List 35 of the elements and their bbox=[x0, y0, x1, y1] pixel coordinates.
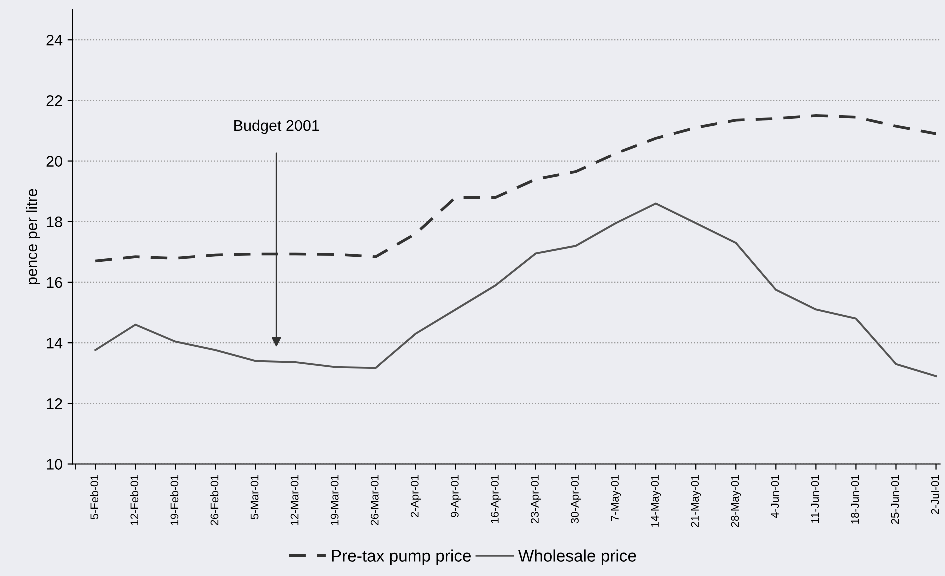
line-series bbox=[94, 202, 938, 378]
y-tick-label: 18 bbox=[47, 216, 62, 228]
y-tick-label: 12 bbox=[47, 398, 62, 410]
x-tick-label: 18-Jun-01 bbox=[851, 475, 860, 524]
legend-label: Pre-tax pump price bbox=[332, 550, 472, 566]
y-tick-label: 20 bbox=[46, 156, 62, 167]
legend-label: Wholesale price bbox=[518, 550, 636, 566]
x-tick-label: 12-Mar-01 bbox=[290, 475, 299, 526]
x-tick-label: 30-Apr-01 bbox=[571, 475, 582, 524]
x-tick-label: 14-May-01 bbox=[651, 475, 662, 527]
x-tick-label: 7-May-01 bbox=[611, 475, 622, 522]
x-tick-label: 11-Jun-01 bbox=[811, 475, 820, 524]
x-tick-label: 16-Apr-01 bbox=[491, 475, 502, 524]
annotation: Budget 2001 bbox=[234, 120, 320, 134]
x-tick-label: 19-Mar-01 bbox=[330, 475, 339, 526]
y-tick-label: 14 bbox=[47, 338, 63, 349]
x-tick-label: 26-Feb-01 bbox=[210, 475, 219, 526]
x-tick-label: 21-May-01 bbox=[691, 475, 702, 528]
x-tick-label: 23-Apr-01 bbox=[531, 475, 542, 524]
x-tick-label: 9-Apr-01 bbox=[450, 475, 462, 518]
x-tick-label: 5-Mar-01 bbox=[250, 475, 259, 520]
x-tick-label: 2-Apr-01 bbox=[410, 475, 422, 518]
x-tick-label: 2-Jul-01 bbox=[931, 475, 940, 514]
y-tick-label: 10 bbox=[47, 459, 62, 470]
x-tick-label: 19-Feb-01 bbox=[170, 475, 179, 526]
x-tick-label: 25-Jun-01 bbox=[891, 475, 900, 524]
x-tick-label: 4-Jun-01 bbox=[771, 475, 780, 518]
y-tick-label: 24 bbox=[46, 34, 63, 46]
y-axis-title: pence per litre bbox=[26, 189, 40, 284]
x-tick-label: 5-Feb-01 bbox=[90, 475, 99, 520]
x-tick-label: 12-Feb-01 bbox=[130, 475, 139, 526]
x-tick-label: 28-May-01 bbox=[731, 475, 742, 528]
y-tick-label: 16 bbox=[47, 277, 62, 288]
x-tick-label: 26-Mar-01 bbox=[370, 475, 379, 526]
y-tick-label: 22 bbox=[46, 96, 62, 106]
